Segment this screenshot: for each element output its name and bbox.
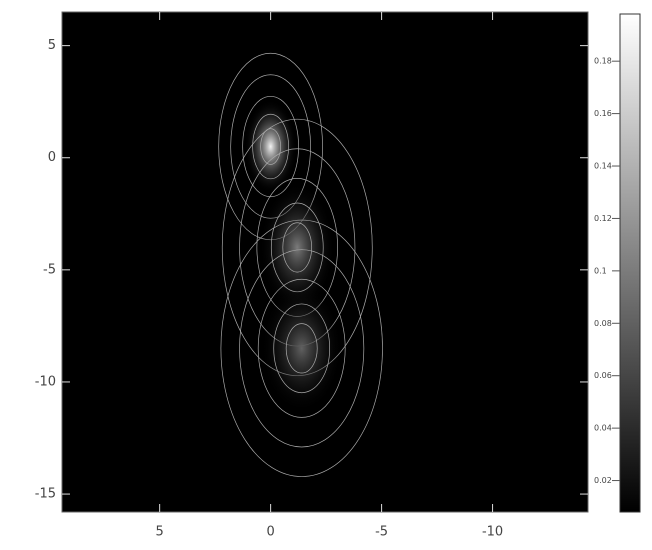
source xyxy=(259,183,335,312)
colorbar-tick-label: 0.08 xyxy=(594,319,612,328)
contour xyxy=(252,113,289,180)
contour xyxy=(242,95,299,198)
colorbar xyxy=(619,13,641,513)
x-tick-label: -5 xyxy=(375,525,388,540)
colorbar-tick-label: 0.16 xyxy=(594,109,612,118)
colorbar-tick-label: 0.06 xyxy=(594,371,612,380)
colorbar-tick-label: 0.04 xyxy=(594,424,612,433)
contour xyxy=(260,128,281,165)
y-tick-label: -15 xyxy=(35,487,56,502)
contour xyxy=(220,219,383,477)
colorbar-tick-label: 0.02 xyxy=(594,476,612,485)
source xyxy=(244,99,297,194)
contour xyxy=(239,249,365,448)
y-tick-label: -5 xyxy=(43,262,56,277)
colorbar-tick-label: 0.14 xyxy=(594,162,612,171)
contour xyxy=(282,222,313,273)
x-tick-label: -10 xyxy=(482,525,503,540)
colorbar-tick-label: 0.12 xyxy=(594,214,612,223)
x-tick-label: 5 xyxy=(156,525,164,540)
y-tick-label: -10 xyxy=(35,374,56,389)
plot-frame xyxy=(61,11,589,513)
colorbar-tick-label: 0.1 xyxy=(594,266,607,275)
contour xyxy=(273,303,331,394)
source xyxy=(261,284,343,413)
y-tick-label: 0 xyxy=(48,150,56,165)
colorbar-axis: 0.02 0.04 0.06 0.08 0.1 0.12 0.14 0.16 0.18 xyxy=(594,57,620,485)
contour xyxy=(285,323,318,374)
colorbar-tick-label: 0.18 xyxy=(594,57,612,66)
x-tick-label: 0 xyxy=(266,525,274,540)
y-tick-label: 5 xyxy=(48,38,56,53)
contour xyxy=(257,278,346,418)
